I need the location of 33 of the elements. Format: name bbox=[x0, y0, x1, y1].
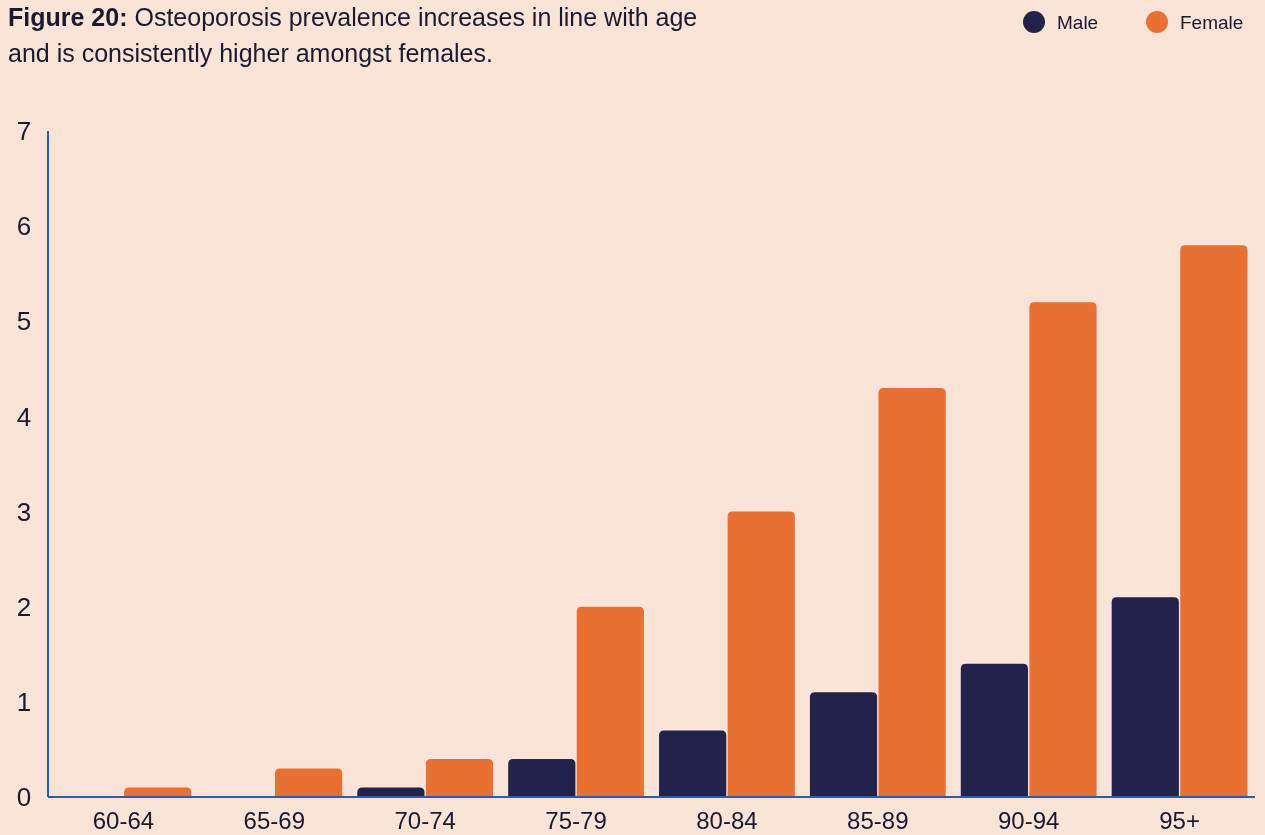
bar bbox=[1180, 245, 1248, 797]
bar bbox=[576, 606, 644, 797]
y-tick-label: 4 bbox=[16, 401, 32, 432]
chart-title: Figure 20: Osteoporosis prevalence increases in line with age and is consistently higher amongst females. bbox=[8, 3, 698, 67]
bar bbox=[275, 768, 343, 797]
x-tick-label: 60-64 bbox=[92, 807, 155, 834]
x-tick-label: 80-84 bbox=[696, 807, 758, 834]
legend-label: Male bbox=[1057, 12, 1099, 33]
bar bbox=[124, 787, 192, 797]
y-tick-label: 0 bbox=[16, 782, 32, 813]
y-tick-label: 6 bbox=[16, 211, 32, 242]
bar bbox=[659, 730, 727, 797]
y-tick-label: 1 bbox=[16, 686, 32, 717]
y-tick-label: 5 bbox=[16, 306, 32, 337]
x-tick-label: 85-89 bbox=[847, 807, 909, 834]
x-tick-label: 65-69 bbox=[243, 807, 306, 834]
bar bbox=[727, 511, 795, 797]
bar bbox=[1111, 597, 1179, 797]
legend-label: Female bbox=[1180, 12, 1244, 33]
y-tick-label: 3 bbox=[16, 496, 32, 527]
x-tick-label: 90-94 bbox=[997, 807, 1060, 834]
bar bbox=[809, 692, 878, 797]
bar bbox=[960, 663, 1028, 797]
x-tick-label: 95+ bbox=[1159, 807, 1200, 834]
y-tick-label: 2 bbox=[16, 591, 32, 622]
bar bbox=[878, 387, 946, 797]
bar bbox=[1029, 302, 1097, 797]
bar bbox=[508, 758, 576, 797]
x-tick-label: 70-74 bbox=[394, 807, 456, 834]
y-tick-label: 7 bbox=[16, 116, 32, 147]
x-tick-label: 75-79 bbox=[545, 807, 607, 834]
bar bbox=[425, 758, 494, 797]
bar bbox=[357, 787, 425, 797]
